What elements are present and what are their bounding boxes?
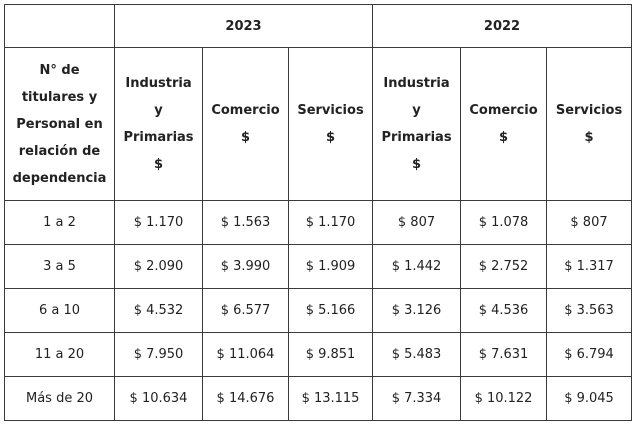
table-cell: $ 3.990 [202, 244, 289, 289]
table-cell: $ 7.950 [114, 332, 203, 377]
corner-cell [4, 4, 115, 48]
table-cell: $ 6.794 [546, 332, 633, 377]
row-label: 3 a 5 [4, 244, 115, 289]
table-cell: $ 13.115 [287, 376, 374, 421]
table-cell: $ 9.045 [546, 376, 633, 421]
table-cell: $ 5.483 [372, 332, 462, 377]
table-cell: $ 1.442 [372, 244, 462, 289]
table-row: 3 a 5 $ 2.090 $ 3.990 $ 1.909 $ 1.442 $ … [4, 244, 633, 289]
row-header-line: relación de [18, 143, 101, 159]
table-cell: $ 10.122 [460, 376, 548, 421]
table-cell: $ 1.170 [287, 200, 374, 245]
row-label: 1 a 2 [4, 200, 115, 245]
col-header-line: $ [498, 130, 509, 145]
table-cell: $ 1.563 [202, 200, 289, 245]
table-cell: $ 807 [546, 200, 633, 245]
year-2022-header: 2022 [372, 4, 633, 48]
row-header-cell: N° de titulares y Personal en relación d… [4, 47, 115, 201]
col-header-line: Comercio [469, 103, 538, 118]
col-header-line: $ [153, 157, 164, 172]
row-header-line: N° de [39, 62, 80, 78]
table-cell: $ 14.676 [202, 376, 289, 421]
col-header-servicios-2023: Servicios $ [287, 47, 374, 201]
col-header-servicios-2022: Servicios $ [546, 47, 633, 201]
row-label: 11 a 20 [4, 332, 115, 377]
column-header-row: N° de titulares y Personal en relación d… [4, 47, 633, 201]
table-cell: $ 1.317 [546, 244, 633, 289]
table-cell: $ 4.532 [114, 288, 203, 333]
table-cell: $ 807 [372, 200, 462, 245]
table-cell: $ 6.577 [202, 288, 289, 333]
table-cell: $ 2.752 [460, 244, 548, 289]
row-header-line: Personal en [16, 116, 103, 132]
table-cell: $ 3.563 [546, 288, 633, 333]
col-header-line: Comercio [211, 103, 280, 118]
table-cell: $ 7.334 [372, 376, 462, 421]
table-cell: $ 1.078 [460, 200, 548, 245]
col-header-line: Servicios [555, 103, 623, 118]
row-label: Más de 20 [4, 376, 115, 421]
col-header-comercio-2022: Comercio $ [460, 47, 548, 201]
table-cell: $ 1.170 [114, 200, 203, 245]
col-header-industria-2023: Industria y Primarias $ [114, 47, 203, 201]
table-row: 6 a 10 $ 4.532 $ 6.577 $ 5.166 $ 3.126 $… [4, 288, 633, 333]
table-cell: $ 1.909 [287, 244, 374, 289]
col-header-line: $ [240, 130, 251, 145]
col-header-comercio-2023: Comercio $ [202, 47, 289, 201]
table-row: Más de 20 $ 10.634 $ 14.676 $ 13.115 $ 7… [4, 376, 633, 421]
col-header-line: Industria [383, 76, 450, 91]
col-header-line: Primarias [123, 130, 194, 145]
col-header-line: $ [325, 130, 336, 145]
fees-table: 2023 2022 N° de titulares y Personal en … [4, 4, 633, 421]
col-header-line: $ [584, 130, 594, 145]
table-cell: $ 9.851 [287, 332, 374, 377]
table-cell: $ 10.634 [114, 376, 203, 421]
col-header-line: $ [411, 157, 422, 172]
year-2023-header: 2023 [113, 4, 374, 48]
row-header-line: titulares y [21, 89, 98, 105]
year-header-row: 2023 2022 [4, 4, 633, 48]
table-cell: $ 2.090 [114, 244, 203, 289]
col-header-line: y [154, 103, 163, 118]
table-row: 1 a 2 $ 1.170 $ 1.563 $ 1.170 $ 807 $ 1.… [4, 200, 633, 245]
row-label: 6 a 10 [4, 288, 115, 333]
col-header-line: y [412, 103, 421, 118]
col-header-line: Industria [125, 76, 192, 91]
table-cell: $ 3.126 [372, 288, 462, 333]
table-cell: $ 4.536 [460, 288, 548, 333]
table-cell: $ 5.166 [287, 288, 374, 333]
col-header-line: Servicios [297, 103, 364, 118]
row-header-line: dependencia [12, 170, 107, 186]
table-cell: $ 7.631 [460, 332, 548, 377]
table-row: 11 a 20 $ 7.950 $ 11.064 $ 9.851 $ 5.483… [4, 332, 633, 377]
table-cell: $ 11.064 [202, 332, 289, 377]
col-header-industria-2022: Industria y Primarias $ [372, 47, 462, 201]
col-header-line: Primarias [381, 130, 452, 145]
